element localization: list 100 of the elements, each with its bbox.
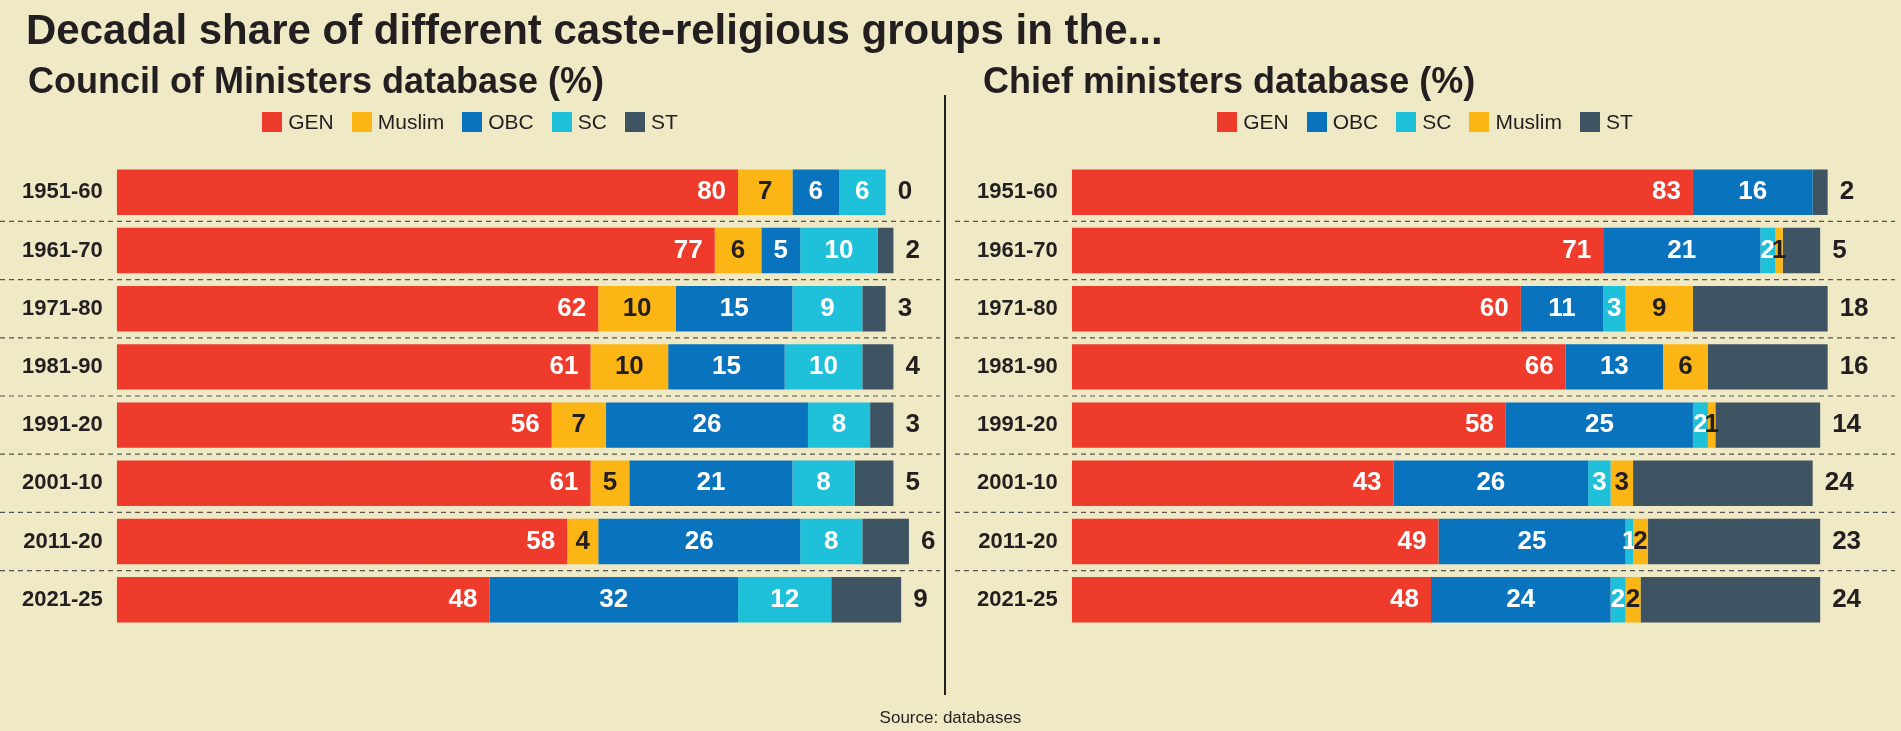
data-label: 9	[820, 291, 835, 322]
data-label: 18	[1839, 291, 1869, 322]
y-tick-label: 2011-20	[978, 527, 1058, 553]
data-label: 3	[897, 291, 913, 322]
bar	[1071, 169, 1693, 215]
bar	[1603, 227, 1761, 274]
data-label: 10	[622, 291, 652, 322]
data-label: 4	[575, 524, 591, 555]
data-label: 6	[808, 175, 823, 206]
bar	[1071, 518, 1439, 565]
bar	[675, 286, 793, 332]
data-label: 7	[571, 408, 587, 439]
data-label: 24	[1506, 582, 1536, 613]
bar	[1625, 286, 1693, 332]
bar	[870, 402, 894, 448]
bar	[784, 344, 863, 390]
data-label: 62	[557, 291, 587, 322]
bar	[1692, 169, 1813, 215]
data-label: 16	[1738, 175, 1768, 206]
data-label: 14	[1832, 408, 1862, 439]
bar	[800, 518, 863, 565]
data-label: 61	[549, 466, 579, 497]
bar	[590, 344, 669, 390]
y-tick-label: 1961-70	[21, 236, 103, 262]
legend-label: OBC	[487, 110, 534, 134]
bar	[606, 402, 808, 448]
bar	[1071, 344, 1566, 390]
data-label: 6	[920, 524, 936, 555]
bar	[1505, 402, 1693, 448]
data-label: 3	[905, 408, 920, 439]
data-label: 26	[692, 408, 722, 439]
bar	[116, 518, 568, 565]
legend-label: SC	[576, 110, 607, 134]
bar	[800, 227, 878, 274]
legend-label: Muslim	[376, 110, 445, 134]
data-label: 77	[673, 233, 703, 264]
bar	[877, 227, 894, 274]
bar	[862, 286, 886, 332]
data-label: 11	[1548, 291, 1576, 322]
data-label: 21	[696, 466, 726, 497]
y-tick-label: 1981-90	[21, 352, 103, 378]
bar	[1565, 344, 1663, 390]
data-label: 13	[1599, 350, 1629, 381]
bar	[116, 460, 591, 506]
data-label: 26	[684, 524, 714, 555]
data-label: 2	[1610, 582, 1626, 613]
data-label: 2	[1839, 175, 1855, 206]
data-label: 5	[1832, 233, 1847, 264]
bar	[792, 460, 855, 506]
data-label: 43	[1352, 466, 1382, 497]
data-label: 10	[824, 233, 854, 264]
legend-label: ST	[649, 110, 678, 134]
y-tick-label: 2001-10	[21, 469, 103, 495]
bar	[792, 286, 863, 332]
y-tick-label: 1971-80	[21, 294, 103, 320]
y-tick-label: 1951-60	[976, 178, 1058, 204]
bar	[1430, 577, 1611, 623]
data-label: 2	[1625, 582, 1641, 613]
data-label: 10	[614, 350, 644, 381]
data-label: 48	[1390, 582, 1419, 613]
data-label: 6	[730, 233, 746, 264]
data-label: 15	[711, 350, 741, 381]
y-tick-label: 2021-25	[21, 585, 103, 611]
data-label: 8	[824, 524, 839, 555]
legend-label: SC	[1421, 110, 1452, 134]
data-label: 48	[448, 582, 478, 613]
bar	[738, 169, 793, 215]
data-label: 2	[1760, 233, 1775, 264]
y-tick-label: 1961-70	[976, 236, 1058, 262]
data-label: 6	[1678, 350, 1693, 381]
bar	[761, 227, 801, 274]
y-tick-label: 2021-25	[976, 585, 1058, 611]
data-label: 58	[526, 524, 556, 555]
bar	[629, 460, 793, 506]
bar	[551, 402, 607, 448]
data-label: 56	[510, 408, 540, 439]
data-label: 25	[1584, 408, 1614, 439]
legend-label: GEN	[1242, 110, 1289, 134]
data-label: 60	[1479, 291, 1509, 322]
data-label: 2	[1633, 524, 1648, 555]
bar	[1633, 460, 1813, 506]
chart-title: Decadal share of different caste-religious groups in the...	[26, 6, 1163, 54]
bar	[1648, 518, 1821, 565]
y-tick-label: 2011-20	[23, 527, 103, 553]
bar	[862, 518, 909, 565]
data-label: 12	[770, 582, 800, 613]
legend-label: Muslim	[1494, 110, 1562, 134]
bar	[1692, 286, 1828, 332]
data-label: 16	[1839, 350, 1869, 381]
bar	[116, 286, 599, 332]
data-label: 5	[905, 466, 920, 497]
data-label: 71	[1562, 233, 1592, 264]
bar	[1707, 344, 1828, 390]
y-tick-label: 1991-20	[976, 411, 1058, 437]
data-label: 9	[913, 582, 928, 613]
bar	[1520, 286, 1604, 332]
legend-label: ST	[1604, 110, 1633, 134]
bar	[1812, 169, 1828, 215]
bar	[792, 169, 840, 215]
bar	[116, 344, 591, 390]
